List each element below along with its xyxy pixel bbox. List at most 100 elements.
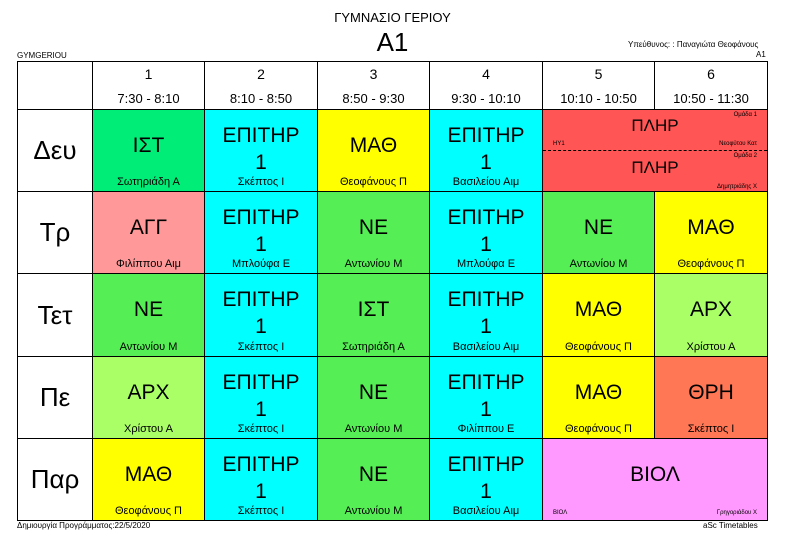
lesson-cell[interactable]: ΝΕ Αντωνίου Μ — [318, 439, 430, 521]
period-header: 6 10:50 - 11:30 — [655, 62, 768, 110]
lesson-cell[interactable]: ΙΣΤ Σωτηριάδη Α — [318, 274, 430, 357]
lesson-cell[interactable]: ΜΑΘ Θεοφάνους Π — [655, 192, 768, 274]
period-header: 3 8:50 - 9:30 — [318, 62, 430, 110]
lesson-teacher: Θεοφάνους Π — [564, 423, 632, 435]
lesson-subject: ΠΛΗΡ — [631, 158, 679, 177]
responsible-class: Α1 — [756, 50, 766, 59]
lesson-teacher: Σωτηριάδη Α — [117, 176, 180, 188]
period-number: 4 — [482, 66, 490, 82]
lesson-subject: ΑΡΧ — [689, 298, 733, 321]
lesson-cell[interactable]: ΕΠΙΤΗΡ 1 Μπλούφα Ε — [430, 192, 543, 274]
period-number: 6 — [707, 66, 715, 82]
lesson-cell[interactable]: ΕΠΙΤΗΡ 1 Βασιλείου Αιμ — [430, 439, 543, 521]
lesson-cell[interactable]: ΝΕ Αντωνίου Μ — [318, 357, 430, 439]
lesson-cell[interactable]: ΕΠΙΤΗΡ 1 Μπλούφα Ε — [205, 192, 318, 274]
lesson-group-top: ΠΛΗΡ Ομάδα 1 ΗΥ1 Νεοφύτου Κατ — [543, 110, 767, 151]
lesson-cell[interactable]: ΑΡΧ Χρίστου Α — [93, 357, 205, 439]
lesson-cell[interactable]: ΒΙΟΛ ΒΙΟΛ Γρηγοριάδου Χ — [543, 439, 768, 521]
lesson-cell[interactable]: ΑΓΓ Φιλίππου Αιμ — [93, 192, 205, 274]
lesson-cell[interactable]: ΝΕ Αντωνίου Μ — [543, 192, 655, 274]
lesson-teacher: Δημητριάδης Χ — [717, 184, 757, 190]
lesson-cell[interactable]: ΕΠΙΤΗΡ 1 Σκέπτος Ι — [205, 274, 318, 357]
timetable-grid: 1 7:30 - 8:10 2 8:10 - 8:50 3 8:50 - 9:30 4 9:3… — [17, 61, 768, 521]
lesson-cell[interactable]: ΜΑΘ Θεοφάνους Π — [318, 110, 430, 192]
lesson-subject: ΕΠΙΤΗΡ 1 — [222, 371, 300, 421]
period-time: 8:50 - 9:30 — [342, 91, 405, 106]
day-label: Τετ — [18, 274, 93, 357]
lesson-subject: ΕΠΙΤΗΡ 1 — [222, 453, 300, 503]
period-time: 7:30 - 8:10 — [117, 91, 180, 106]
lesson-cell[interactable]: ΑΡΧ Χρίστου Α — [655, 274, 768, 357]
period-header: 1 7:30 - 8:10 — [93, 62, 205, 110]
day-label: Παρ — [18, 439, 93, 521]
lesson-subject: ΜΑΘ — [124, 463, 173, 486]
lesson-teacher: Σκέπτος Ι — [237, 505, 285, 517]
lesson-subject: ΘΡΗ — [688, 381, 734, 404]
lesson-cell[interactable]: ΜΑΘ Θεοφάνους Π — [93, 439, 205, 521]
period-time: 10:50 - 11:30 — [673, 91, 749, 106]
lesson-teacher: Μπλούφα Ε — [231, 258, 291, 270]
period-header: 4 9:30 - 10:10 — [430, 62, 543, 110]
lesson-teacher: Φιλίππου Αιμ — [116, 258, 181, 270]
lesson-subject: ΕΠΙΤΗΡ 1 — [222, 124, 300, 174]
lesson-subject: ΙΣΤ — [357, 298, 390, 321]
lesson-cell[interactable]: ΝΕ Αντωνίου Μ — [318, 192, 430, 274]
lesson-teacher: Αντωνίου Μ — [344, 505, 403, 517]
lesson-teacher: Θεοφάνους Π — [339, 176, 407, 188]
lesson-subject: ΠΛΗΡ — [631, 116, 679, 135]
room-label: ΒΙΟΛ — [553, 510, 568, 516]
lesson-teacher: Θεοφάνους Π — [114, 505, 182, 517]
lesson-teacher: Σκέπτος Ι — [687, 423, 735, 435]
lesson-group-bottom: ΠΛΗΡ Ομάδα 2 Δημητριάδης Χ — [543, 151, 767, 191]
class-title: Α1 — [376, 27, 409, 57]
lesson-teacher: Σκέπτος Ι — [237, 176, 285, 188]
lesson-cell[interactable]: ΜΑΘ Θεοφάνους Π — [543, 357, 655, 439]
lesson-teacher: Μπλούφα Ε — [456, 258, 516, 270]
software-credit: aSc Timetables — [703, 521, 758, 530]
lesson-cell[interactable]: ΘΡΗ Σκέπτος Ι — [655, 357, 768, 439]
created-date: Δημιουργία Προγράμματος:22/5/2020 — [17, 521, 151, 530]
lesson-subject: ΕΠΙΤΗΡ 1 — [447, 453, 525, 503]
lesson-teacher: Σκέπτος Ι — [237, 341, 285, 353]
lesson-teacher: Αντωνίου Μ — [344, 258, 403, 270]
lesson-subject: ΑΡΧ — [127, 381, 170, 404]
lesson-cell[interactable]: ΝΕ Αντωνίου Μ — [93, 274, 205, 357]
day-label: Δευ — [18, 110, 93, 192]
lesson-subject: ΜΑΘ — [574, 298, 623, 321]
lesson-teacher: Βασιλείου Αιμ — [452, 505, 520, 517]
lesson-teacher: Θεοφάνους Π — [677, 258, 745, 270]
day-label: Πε — [18, 357, 93, 439]
school-name: ΓΥΜΝΑΣΙΟ ΓΕΡΙΟΥ — [334, 10, 451, 25]
lesson-subject: ΝΕ — [583, 216, 614, 239]
period-time: 8:10 - 8:50 — [229, 91, 293, 106]
day-label: Τρ — [18, 192, 93, 274]
lesson-subject: ΝΕ — [358, 216, 389, 239]
lesson-cell[interactable]: ΕΠΙΤΗΡ 1 Σκέπτος Ι — [205, 439, 318, 521]
lesson-teacher: Θεοφάνους Π — [564, 341, 632, 353]
lesson-cell[interactable]: ΕΠΙΤΗΡ 1 Φιλίππου Ε — [430, 357, 543, 439]
lesson-cell[interactable]: ΙΣΤ Σωτηριάδη Α — [93, 110, 205, 192]
period-number: 2 — [257, 66, 265, 82]
lesson-cell[interactable]: ΜΑΘ Θεοφάνους Π — [543, 274, 655, 357]
lesson-teacher: Βασιλείου Αιμ — [452, 341, 520, 353]
period-header: 5 10:10 - 10:50 — [543, 62, 655, 110]
lesson-cell[interactable]: ΕΠΙΤΗΡ 1 Σκέπτος Ι — [205, 110, 318, 192]
lesson-subject: ΕΠΙΤΗΡ 1 — [222, 206, 300, 256]
lesson-cell[interactable]: ΕΠΙΤΗΡ 1 Σκέπτος Ι — [205, 357, 318, 439]
lesson-teacher: Αντωνίου Μ — [344, 423, 403, 435]
lesson-subject: ΒΙΟΛ — [630, 463, 680, 486]
room-label: ΗΥ1 — [553, 141, 565, 147]
period-number: 1 — [144, 66, 153, 82]
corner-cell — [18, 62, 93, 110]
group-label: Ομάδα 1 — [733, 112, 757, 118]
lesson-cell[interactable]: ΕΠΙΤΗΡ 1 Βασιλείου Αιμ — [430, 110, 543, 192]
responsible-teacher: Υπεύθυνος: : Παναγιώτα Θεοφάνους — [628, 40, 759, 49]
group-label: Ομάδα 2 — [733, 153, 757, 159]
lesson-teacher: Αντωνίου Μ — [119, 341, 178, 353]
lesson-cell[interactable]: ΕΠΙΤΗΡ 1 Βασιλείου Αιμ — [430, 274, 543, 357]
lesson-teacher: Βασιλείου Αιμ — [452, 176, 520, 188]
lesson-subject: ΝΕ — [133, 298, 164, 321]
period-time: 10:10 - 10:50 — [560, 91, 637, 106]
lesson-teacher: Γρηγοριάδου Χ — [716, 510, 757, 516]
lesson-cell[interactable]: ΠΛΗΡ Ομάδα 1 ΗΥ1 Νεοφύτου Κατ ΠΛΗΡ Ομάδα 2 Δημ… — [543, 110, 768, 192]
